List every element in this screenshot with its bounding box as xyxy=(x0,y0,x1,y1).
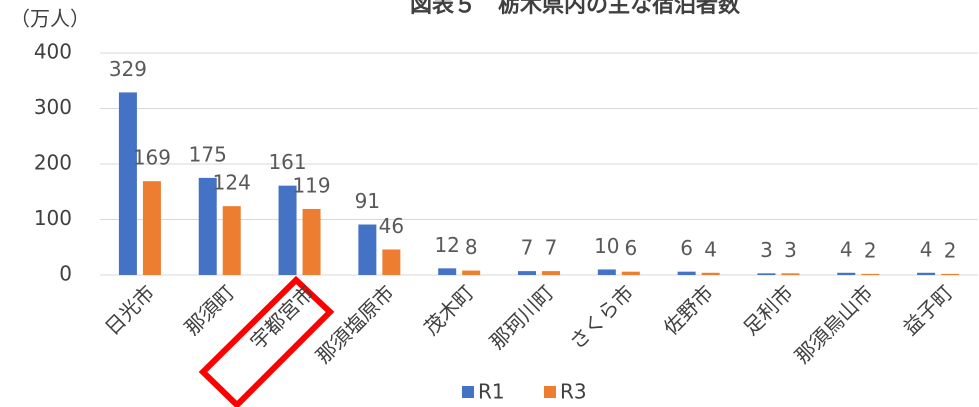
value-label: 161 xyxy=(268,150,306,174)
bar xyxy=(542,271,560,275)
y-tick-label: 100 xyxy=(34,206,72,230)
x-tick-group: 茂木町 xyxy=(419,280,478,339)
legend-swatch xyxy=(462,386,474,398)
bar xyxy=(781,273,800,275)
y-tick-label: 300 xyxy=(34,95,72,119)
x-tick-label: 那須塩原市 xyxy=(311,280,399,368)
value-label: 7 xyxy=(545,236,558,260)
bar xyxy=(757,273,776,275)
value-label: 119 xyxy=(292,173,330,197)
bar xyxy=(861,273,880,275)
bar xyxy=(438,268,457,275)
bar xyxy=(462,270,481,275)
bar xyxy=(701,272,720,275)
value-label: 7 xyxy=(521,236,534,260)
legend-label: R1 xyxy=(478,380,505,404)
value-label: 4 xyxy=(920,237,933,261)
bar xyxy=(917,272,936,275)
x-tick-label: 益子町 xyxy=(898,280,957,339)
legend-label: R3 xyxy=(560,380,587,404)
x-tick-label: 茂木町 xyxy=(419,280,478,339)
value-label: 4 xyxy=(840,237,853,261)
value-label: 169 xyxy=(133,146,171,170)
x-tick-label: さくら市 xyxy=(565,280,639,354)
x-tick-group: 那珂川町 xyxy=(485,280,559,354)
bar xyxy=(621,271,640,275)
x-tick-group: 益子町 xyxy=(898,280,957,339)
value-label: 124 xyxy=(213,171,251,195)
value-label: 46 xyxy=(379,214,404,238)
y-tick-label: 0 xyxy=(59,262,72,286)
x-tick-label: 那須町 xyxy=(180,280,239,339)
x-tick-label: 日光市 xyxy=(100,280,159,339)
value-label: 2 xyxy=(864,238,877,262)
value-label: 12 xyxy=(434,233,459,257)
value-label: 4 xyxy=(704,237,717,261)
chart-title: 図表５ 栃木県内の主な宿泊者数 xyxy=(410,0,741,18)
x-tick-label: 足利市 xyxy=(738,280,797,339)
value-label: 3 xyxy=(760,238,773,262)
bar xyxy=(677,271,696,275)
bar xyxy=(382,249,401,275)
value-label: 8 xyxy=(465,235,478,259)
y-tick-label: 400 xyxy=(34,40,72,64)
value-label: 2 xyxy=(944,238,957,262)
bar xyxy=(358,224,377,275)
value-label: 6 xyxy=(680,236,693,260)
bar xyxy=(198,177,217,275)
value-label: 175 xyxy=(189,142,227,166)
bar xyxy=(302,208,321,275)
x-tick-group: 佐野市 xyxy=(659,280,718,339)
x-tick-group: 那須町 xyxy=(180,280,239,339)
value-label: 3 xyxy=(784,238,797,262)
value-label: 91 xyxy=(355,189,380,213)
highlight-box xyxy=(198,275,335,407)
x-tick-group: さくら市 xyxy=(565,280,639,354)
value-label: 10 xyxy=(594,234,619,258)
x-tick-label: 那珂川町 xyxy=(485,280,559,354)
x-tick-group: 日光市 xyxy=(100,280,159,339)
bar xyxy=(222,206,241,275)
y-tick-label: 200 xyxy=(34,151,72,175)
bar xyxy=(278,185,297,275)
bar xyxy=(518,271,536,275)
x-tick-label: 佐野市 xyxy=(659,280,718,339)
x-tick-group: 那須塩原市 xyxy=(311,280,399,368)
x-tick-label: 那須烏山市 xyxy=(790,280,878,368)
legend-swatch xyxy=(544,386,556,398)
x-tick-group: 那須烏山市 xyxy=(790,280,878,368)
x-tick-group: 足利市 xyxy=(738,280,797,339)
value-label: 6 xyxy=(624,236,637,260)
y-unit: （万人） xyxy=(10,7,90,31)
bar xyxy=(118,92,137,275)
bar xyxy=(597,269,616,275)
bar xyxy=(142,181,161,275)
bar xyxy=(941,273,960,275)
value-label: 329 xyxy=(109,57,147,81)
bar xyxy=(837,272,856,275)
